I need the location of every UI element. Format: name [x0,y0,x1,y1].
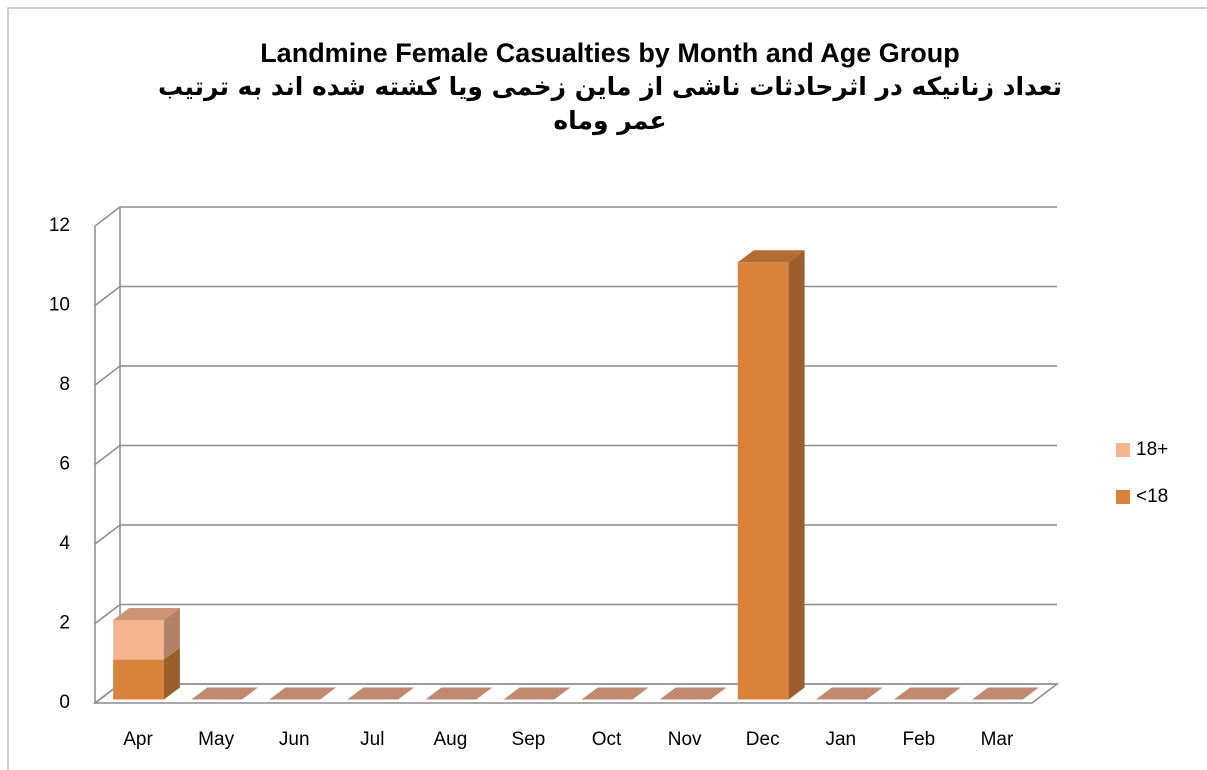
grid-line [94,603,1057,625]
chart-subtitle: تعداد زنانیکه در اثرحادثات ناشی از ماین … [157,72,1063,135]
x-tick-label: Feb [903,729,936,750]
x-tick-label: Jan [825,729,856,750]
x-tick-label: Dec [746,729,780,750]
x-tick-label: Mar [981,729,1014,750]
bar [347,687,415,700]
y-tick-label: 12 [49,215,70,236]
x-tick-label: Oct [592,729,622,750]
bar [269,687,337,700]
bar [425,687,493,700]
bar-side [163,608,180,660]
grid-line [94,444,1057,466]
bar [737,250,805,700]
bar-top [972,687,1039,700]
legend-label: <18 [1136,486,1168,507]
bar-top [425,687,493,700]
bar-top [737,250,805,263]
bar-front [113,620,164,660]
grid-line [94,206,1057,227]
grid-line [94,285,1057,307]
x-tick-label: Aug [433,729,467,750]
y-tick-label: 6 [59,454,70,475]
y-tick-label: 10 [49,295,70,316]
grid-line [94,365,1057,386]
y-tick-label: 2 [59,613,70,634]
x-tick-label: Jul [360,729,384,750]
bar [972,687,1039,700]
y-tick-label: 0 [59,692,70,713]
bar-top [815,687,883,700]
grid-line [94,524,1057,545]
x-tick-label: May [198,729,234,750]
y-tick-label: 4 [59,533,70,554]
bar-front [737,262,789,700]
bar-top [893,687,961,700]
x-tick-label: Jun [279,729,310,750]
bar-side [788,250,805,700]
bar [659,687,727,700]
bar [893,687,961,700]
bar-front [113,659,164,700]
bar [113,608,180,660]
legend-swatch [1116,490,1130,504]
bar [503,687,571,700]
bar [191,687,259,700]
bar [815,687,883,700]
x-tick-label: Nov [668,729,702,750]
bar-top [269,687,337,700]
bar-top [659,687,727,700]
bar [581,687,649,700]
bar-side [163,647,180,700]
bar-top [581,687,649,700]
chart-title: Landmine Female Casualties by Month and … [260,38,960,68]
legend-label: 18+ [1136,439,1168,460]
bar-top [347,687,415,700]
bar-top [503,687,571,700]
y-tick-label: 8 [59,374,70,395]
legend-swatch [1116,443,1130,457]
x-tick-label: Sep [512,729,546,750]
bar-top [191,687,259,700]
x-tick-label: Apr [123,729,153,750]
titles: Landmine Female Casualties by Month and … [130,36,1090,138]
bar-top [113,608,180,620]
chart-border [7,7,1207,770]
